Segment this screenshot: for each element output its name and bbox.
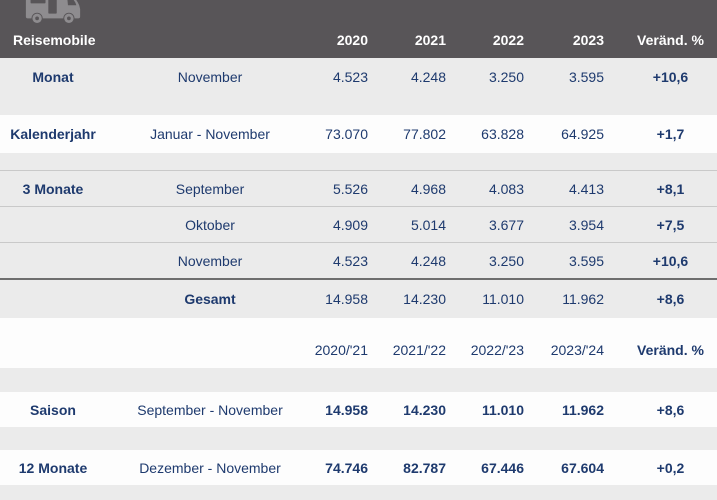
row-value-2020: 4.523: [332, 252, 368, 269]
year-header-2022: 2022: [492, 31, 524, 48]
row-label: 3 Monate: [22, 180, 84, 197]
row-value-2023-24: 67.604: [561, 459, 604, 476]
table-row: 3 Monate September 5.526 4.968 4.083 4.4…: [0, 170, 717, 206]
season-header-2021-22: 2021/'22: [392, 342, 446, 358]
spacer: [0, 427, 717, 450]
table-row: November 4.523 4.248 3.250 3.595 +10,6: [0, 242, 717, 278]
section-saison: Saison September - November 14.958 14.23…: [0, 392, 717, 427]
row-label: Monat: [32, 69, 74, 85]
year-header-2020: 2020: [336, 31, 368, 48]
season-header-2022-23: 2022/'23: [470, 342, 524, 358]
row-value-2021-22: 14.230: [403, 401, 446, 418]
rv-motorhome-icon: [24, 0, 82, 29]
row-change: +10,6: [652, 252, 689, 269]
year-header-2021: 2021: [414, 31, 446, 48]
season-header-2020-21: 2020/'21: [314, 342, 368, 358]
row-period: Oktober: [185, 216, 235, 233]
row-period: September: [175, 180, 245, 197]
table-row: Saison September - November 14.958 14.23…: [0, 392, 717, 427]
row-value-2022: 4.083: [488, 180, 524, 197]
table-header: Reisemobile 2020 2021 2022 2023 Veränd. …: [0, 0, 717, 58]
spacer: [0, 485, 717, 500]
row-value-2023: 3.595: [568, 252, 604, 269]
row-value-2020: 5.526: [332, 180, 368, 197]
row-value-2021: 4.248: [410, 252, 446, 269]
year-header-2023: 2023: [572, 31, 604, 48]
row-period: November: [177, 69, 243, 85]
row-value-2022: 63.828: [481, 126, 524, 142]
row-period: September - November: [137, 401, 283, 418]
row-label: Saison: [30, 401, 76, 418]
row-value-2020-21: 14.958: [325, 401, 368, 418]
table-row: Kalenderjahr Januar - November 73.070 77…: [0, 115, 717, 153]
table-row: 2020/'21 2021/'22 2022/'23 2023/'24 Verä…: [0, 332, 717, 368]
row-value-2020: 4.523: [332, 69, 368, 85]
row-period: Dezember - November: [139, 459, 281, 476]
row-value-2021-22: 82.787: [403, 459, 446, 476]
row-value-2021: 4.968: [410, 180, 446, 197]
table-title: Reisemobile: [13, 31, 96, 48]
row-value-2020-21: 74.746: [325, 459, 368, 476]
row-label: Kalenderjahr: [10, 126, 96, 142]
row-value-2023-24: 11.962: [561, 401, 604, 418]
table-row: 12 Monate Dezember - November 74.746 82.…: [0, 450, 717, 485]
row-value-2023: 4.413: [568, 180, 604, 197]
row-change: +8,1: [656, 180, 685, 197]
table-row: Monat November 4.523 4.248 3.250 3.595 +…: [0, 58, 717, 96]
row-value-2021: 5.014: [410, 216, 446, 233]
table-row: Oktober 4.909 5.014 3.677 3.954 +7,5: [0, 206, 717, 242]
row-value-2022: 3.250: [488, 252, 524, 269]
change-header: Veränd. %: [637, 31, 704, 48]
section-3-monate: 3 Monate September 5.526 4.968 4.083 4.4…: [0, 153, 717, 318]
table-row-gesamt: Gesamt 14.958 14.230 11.010 11.962 +8,6: [0, 278, 717, 318]
row-change: +8,6: [656, 401, 685, 418]
section-12-monate: 12 Monate Dezember - November 74.746 82.…: [0, 450, 717, 485]
spacer: [0, 368, 717, 392]
row-value-2022: 3.250: [488, 69, 524, 85]
row-value-2021: 14.230: [403, 291, 446, 307]
row-value-2020: 14.958: [325, 291, 368, 307]
row-period: November: [177, 252, 243, 269]
row-value-2022: 3.677: [488, 216, 524, 233]
season-header: 2020/'21 2021/'22 2022/'23 2023/'24 Verä…: [0, 318, 717, 368]
row-value-2022-23: 67.446: [481, 459, 524, 476]
row-value-2023: 64.925: [561, 126, 604, 142]
row-value-2020: 4.909: [332, 216, 368, 233]
row-value-2023: 3.954: [568, 216, 604, 233]
row-change: +8,6: [656, 291, 685, 307]
row-change: +7,5: [656, 216, 685, 233]
season-header-2023-24: 2023/'24: [550, 342, 604, 358]
section-kalenderjahr: Kalenderjahr Januar - November 73.070 77…: [0, 115, 717, 153]
change-header: Veränd. %: [637, 342, 704, 358]
row-value-2022: 11.010: [482, 291, 524, 307]
row-period: Gesamt: [184, 291, 236, 307]
row-label: 12 Monate: [18, 459, 88, 476]
row-value-2022-23: 11.010: [481, 401, 524, 418]
row-change: +10,6: [652, 69, 689, 85]
row-value-2023: 11.962: [562, 291, 604, 307]
row-change: +1,7: [656, 126, 685, 142]
row-value-2021: 77.802: [403, 126, 446, 142]
row-value-2020: 73.070: [325, 126, 368, 142]
row-period: Januar - November: [150, 126, 270, 142]
row-value-2021: 4.248: [410, 69, 446, 85]
row-change: +0,2: [656, 459, 685, 476]
section-monat: Monat November 4.523 4.248 3.250 3.595 +…: [0, 58, 717, 115]
row-value-2023: 3.595: [568, 69, 604, 85]
